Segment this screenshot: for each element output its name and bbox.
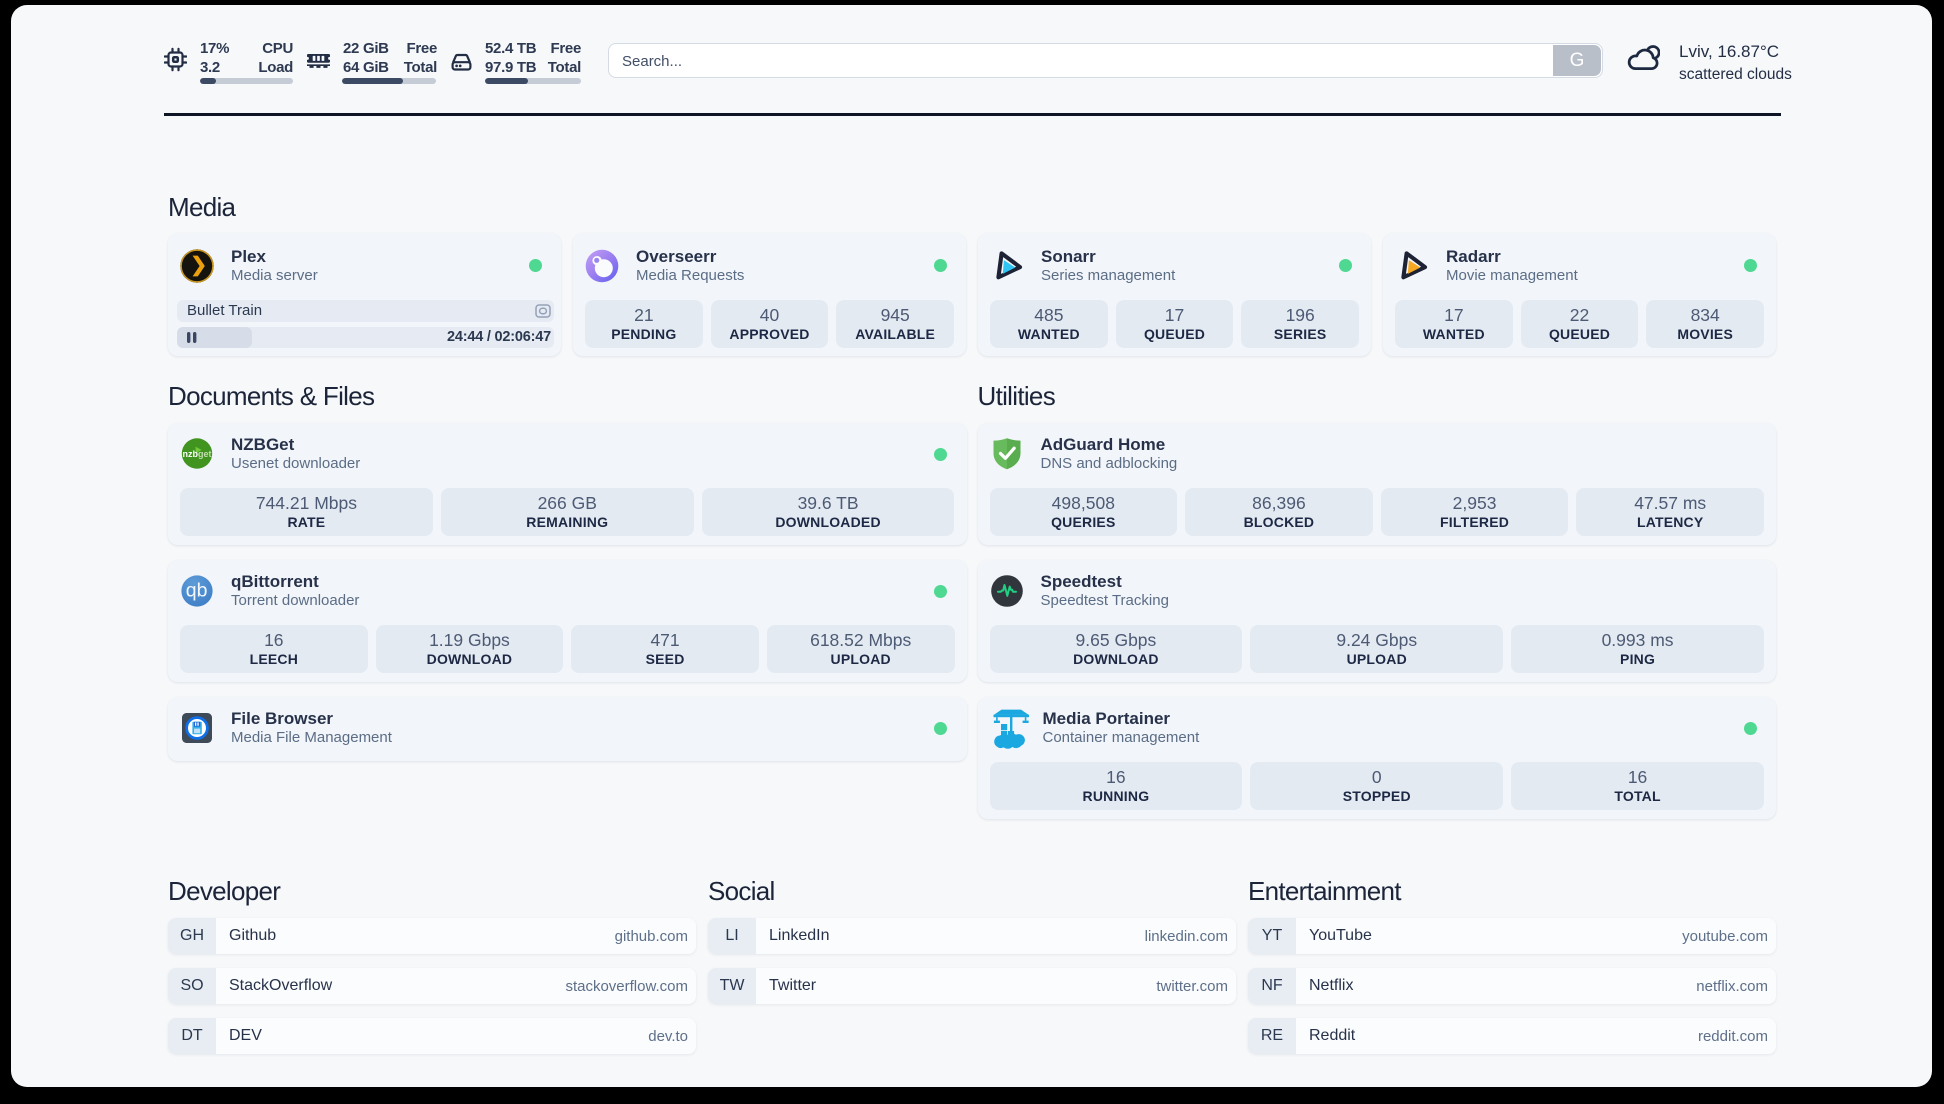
svg-text:nzbget: nzbget	[183, 449, 212, 459]
svg-text:qb: qb	[186, 579, 208, 601]
